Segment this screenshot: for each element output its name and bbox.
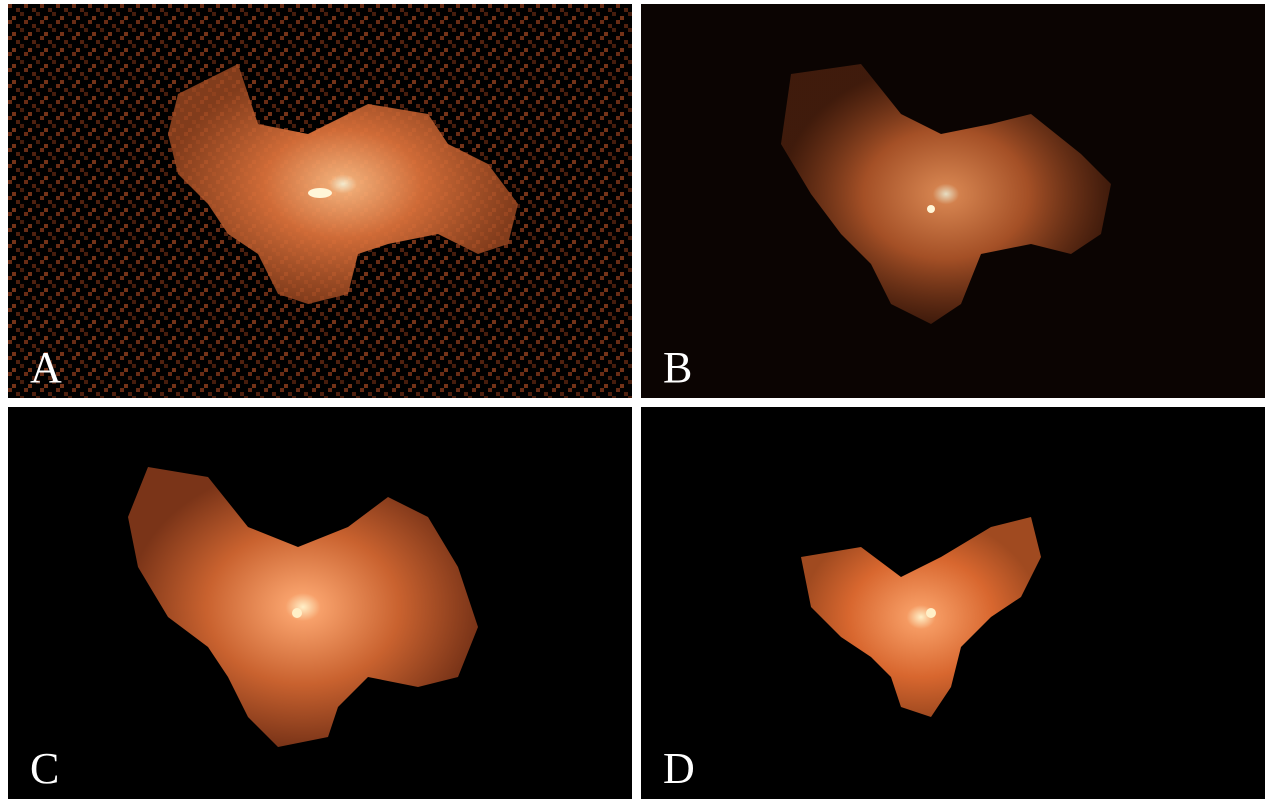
nebula-shape-d (801, 517, 1041, 717)
nebula-shape-c (128, 467, 478, 747)
panel-b-image (781, 64, 1111, 324)
bright-core-d (926, 608, 936, 618)
panel-a: A (8, 4, 632, 398)
panel-label-d: D (663, 744, 695, 793)
bright-core-b (927, 205, 935, 213)
panel-d: D (641, 407, 1265, 799)
panel-a-image (8, 4, 632, 398)
nebula-shape-a (168, 64, 518, 304)
nebula-shape-b (781, 64, 1111, 324)
panel-b: B (641, 4, 1265, 398)
panel-label-c: C (30, 744, 60, 793)
panel-c-image (128, 467, 478, 747)
panel-label-a: A (30, 343, 62, 392)
panel-label-b: B (663, 343, 693, 392)
panel-d-image (801, 517, 1041, 717)
panel-c: C (8, 407, 632, 799)
bright-core-a (308, 188, 332, 198)
bright-core-c (292, 608, 302, 618)
